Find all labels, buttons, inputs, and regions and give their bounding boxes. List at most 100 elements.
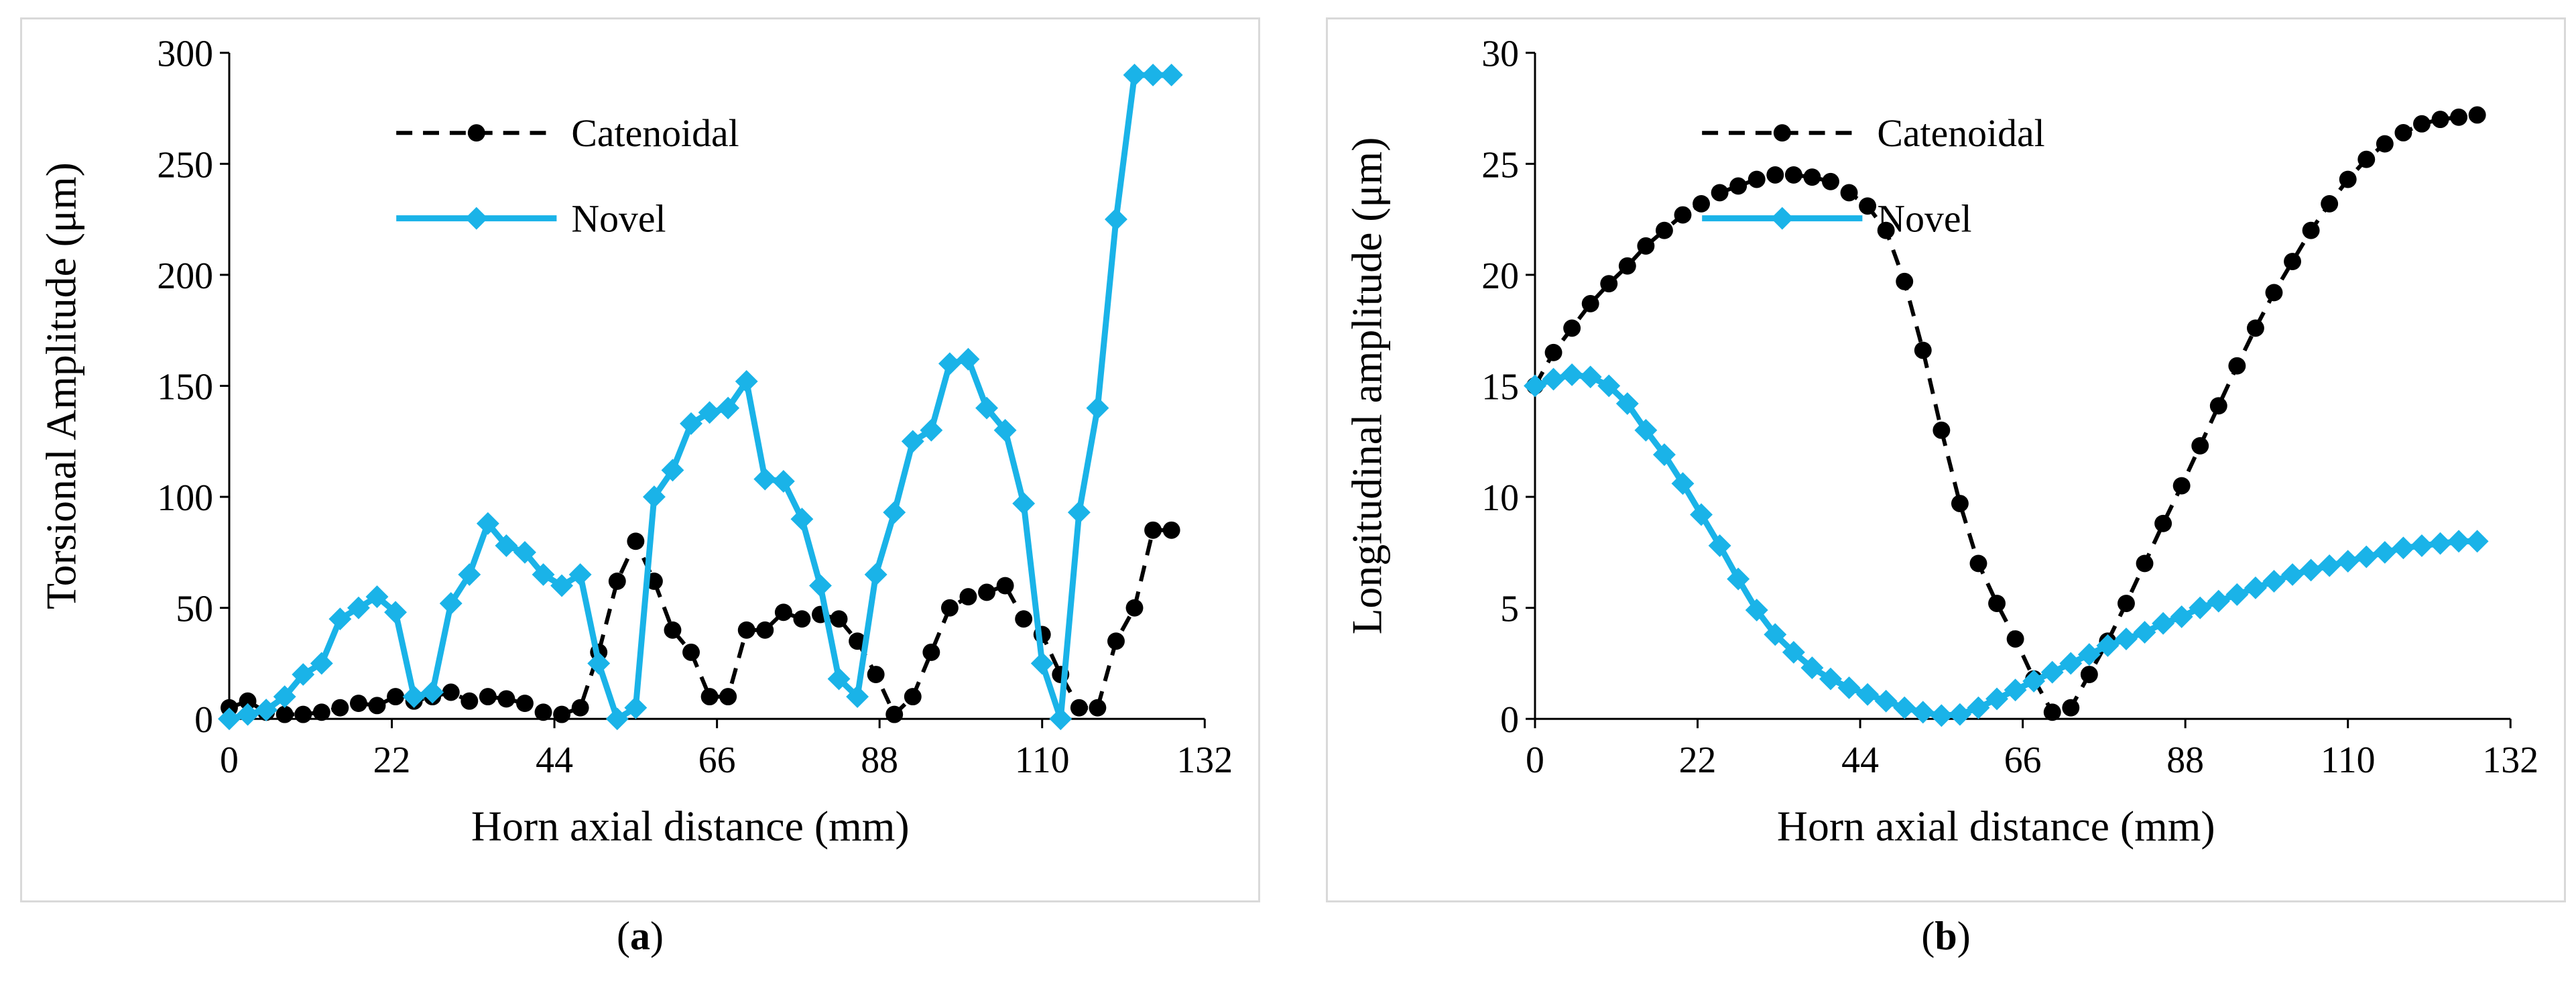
data-point-catenoidal — [608, 572, 626, 590]
data-point-catenoidal — [1729, 177, 1747, 195]
data-point-novel — [2059, 652, 2083, 675]
data-point-novel — [2244, 576, 2267, 599]
x-tick-label: 44 — [536, 739, 573, 781]
data-point-catenoidal — [1581, 295, 1599, 312]
data-point-catenoidal — [1711, 184, 1729, 202]
caption-a-letter: a — [630, 914, 650, 958]
data-point-catenoidal — [2431, 111, 2449, 129]
x-tick-label: 44 — [1841, 739, 1879, 781]
data-point-catenoidal — [1107, 632, 1125, 650]
data-point-novel — [2004, 678, 2027, 702]
data-point-catenoidal — [1144, 521, 1162, 539]
data-point-catenoidal — [1674, 206, 1692, 224]
caption-b: (b) — [1921, 914, 1971, 958]
series-line-catenoidal — [1533, 113, 2477, 715]
data-point-catenoidal — [1822, 172, 1839, 190]
data-point-catenoidal — [1933, 421, 1951, 439]
data-point-novel — [1930, 704, 1953, 727]
data-point-catenoidal — [737, 621, 755, 639]
data-point-novel — [1160, 63, 1183, 86]
data-point-novel — [2225, 583, 2249, 606]
data-point-catenoidal — [719, 688, 737, 706]
data-point-novel — [957, 347, 980, 371]
data-point-novel — [1782, 640, 1805, 664]
data-point-novel — [1856, 683, 1880, 706]
x-tick-label: 0 — [1526, 739, 1544, 781]
legend-marker-catenoidal — [467, 124, 485, 142]
series-line-novel — [228, 72, 1172, 722]
data-point-catenoidal — [2191, 436, 2209, 455]
data-point-catenoidal — [2339, 170, 2357, 188]
data-point-novel — [2392, 536, 2415, 560]
data-point-novel — [2022, 670, 2046, 693]
data-point-novel — [1049, 707, 1072, 731]
y-tick-label: 20 — [1481, 255, 1519, 297]
data-point-catenoidal — [682, 643, 700, 661]
data-point-novel — [680, 412, 702, 435]
data-point-catenoidal — [2284, 253, 2301, 270]
data-point-catenoidal — [2228, 357, 2246, 375]
data-point-novel — [1985, 687, 2008, 711]
data-point-catenoidal — [1070, 699, 1088, 717]
data-point-catenoidal — [2321, 195, 2339, 213]
data-point-novel — [1142, 63, 1165, 86]
data-point-catenoidal — [1693, 195, 1711, 213]
data-point-catenoidal — [516, 695, 534, 712]
data-point-novel — [993, 418, 1017, 442]
y-tick-label: 50 — [176, 589, 213, 630]
longitudinal-amplitude-chart: 0 5 10 15 20 25 30 0 22 44 66 88 110 132 Horn axial di… — [1343, 34, 2538, 850]
data-point-novel — [2096, 634, 2120, 657]
data-point-catenoidal — [830, 610, 848, 628]
data-point-catenoidal — [1655, 221, 1673, 239]
data-point-novel — [2410, 534, 2433, 557]
data-point-catenoidal — [1784, 166, 1802, 184]
data-point-novel — [2336, 550, 2359, 573]
data-point-novel — [1911, 701, 1935, 724]
data-point-novel — [2281, 563, 2304, 586]
data-point-catenoidal — [1618, 257, 1636, 275]
legend-label-catenoidal: Catenoidal — [571, 113, 739, 155]
legend-label-novel: Novel — [571, 198, 666, 241]
data-point-novel — [310, 652, 333, 675]
data-point-novel — [2152, 611, 2175, 635]
legend-marker-catenoidal — [1773, 124, 1791, 142]
data-point-catenoidal — [2302, 221, 2320, 239]
data-point-catenoidal — [275, 705, 294, 723]
data-point-novel — [883, 501, 906, 524]
data-point-catenoidal — [959, 588, 977, 606]
data-point-novel — [1634, 418, 1658, 442]
legend-label-novel: Novel — [1877, 198, 1971, 241]
y-tick-label: 15 — [1481, 366, 1519, 408]
data-point-novel — [421, 680, 444, 704]
data-point-novel — [938, 352, 961, 375]
y-tick-label: 30 — [1481, 34, 1519, 75]
data-point-catenoidal — [1840, 184, 1858, 202]
data-point-catenoidal — [294, 705, 312, 723]
data-point-novel — [920, 418, 943, 442]
data-point-novel — [2465, 530, 2489, 553]
data-point-catenoidal — [904, 688, 922, 706]
x-tick-label: 88 — [2166, 739, 2204, 781]
chart-panel-a: 0 50 100 150 200 250 300 0 22 44 66 88 110 132 Horn ax… — [20, 17, 1260, 902]
y-tick-label: 300 — [157, 34, 213, 75]
data-point-novel — [402, 685, 426, 709]
data-point-novel — [1524, 374, 1546, 398]
data-point-catenoidal — [1015, 610, 1033, 628]
data-point-novel — [1579, 365, 1602, 389]
data-point-catenoidal — [2357, 150, 2376, 168]
data-point-catenoidal — [331, 699, 349, 717]
chart-panel-b: 0 5 10 15 20 25 30 0 22 44 66 88 110 132 Horn axial di… — [1326, 17, 2566, 902]
x-tick-label: 66 — [698, 739, 736, 781]
data-point-catenoidal — [2043, 703, 2061, 721]
x-tick-label: 22 — [1679, 739, 1717, 781]
data-point-catenoidal — [867, 666, 885, 683]
data-point-catenoidal — [2468, 106, 2486, 124]
data-point-novel — [772, 469, 795, 493]
data-point-catenoidal — [1914, 341, 1932, 359]
y-axis-label: Torsional Amplitude (μm) — [38, 162, 85, 609]
data-point-novel — [495, 534, 518, 557]
data-point-catenoidal — [1162, 521, 1180, 539]
y-tick-label: 250 — [157, 144, 213, 186]
data-point-catenoidal — [922, 643, 940, 661]
data-point-novel — [1948, 703, 1971, 726]
